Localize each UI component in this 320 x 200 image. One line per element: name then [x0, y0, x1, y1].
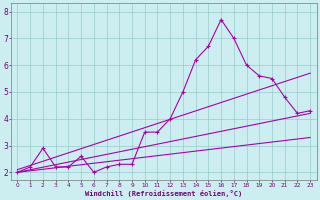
X-axis label: Windchill (Refroidissement éolien,°C): Windchill (Refroidissement éolien,°C) — [85, 190, 243, 197]
